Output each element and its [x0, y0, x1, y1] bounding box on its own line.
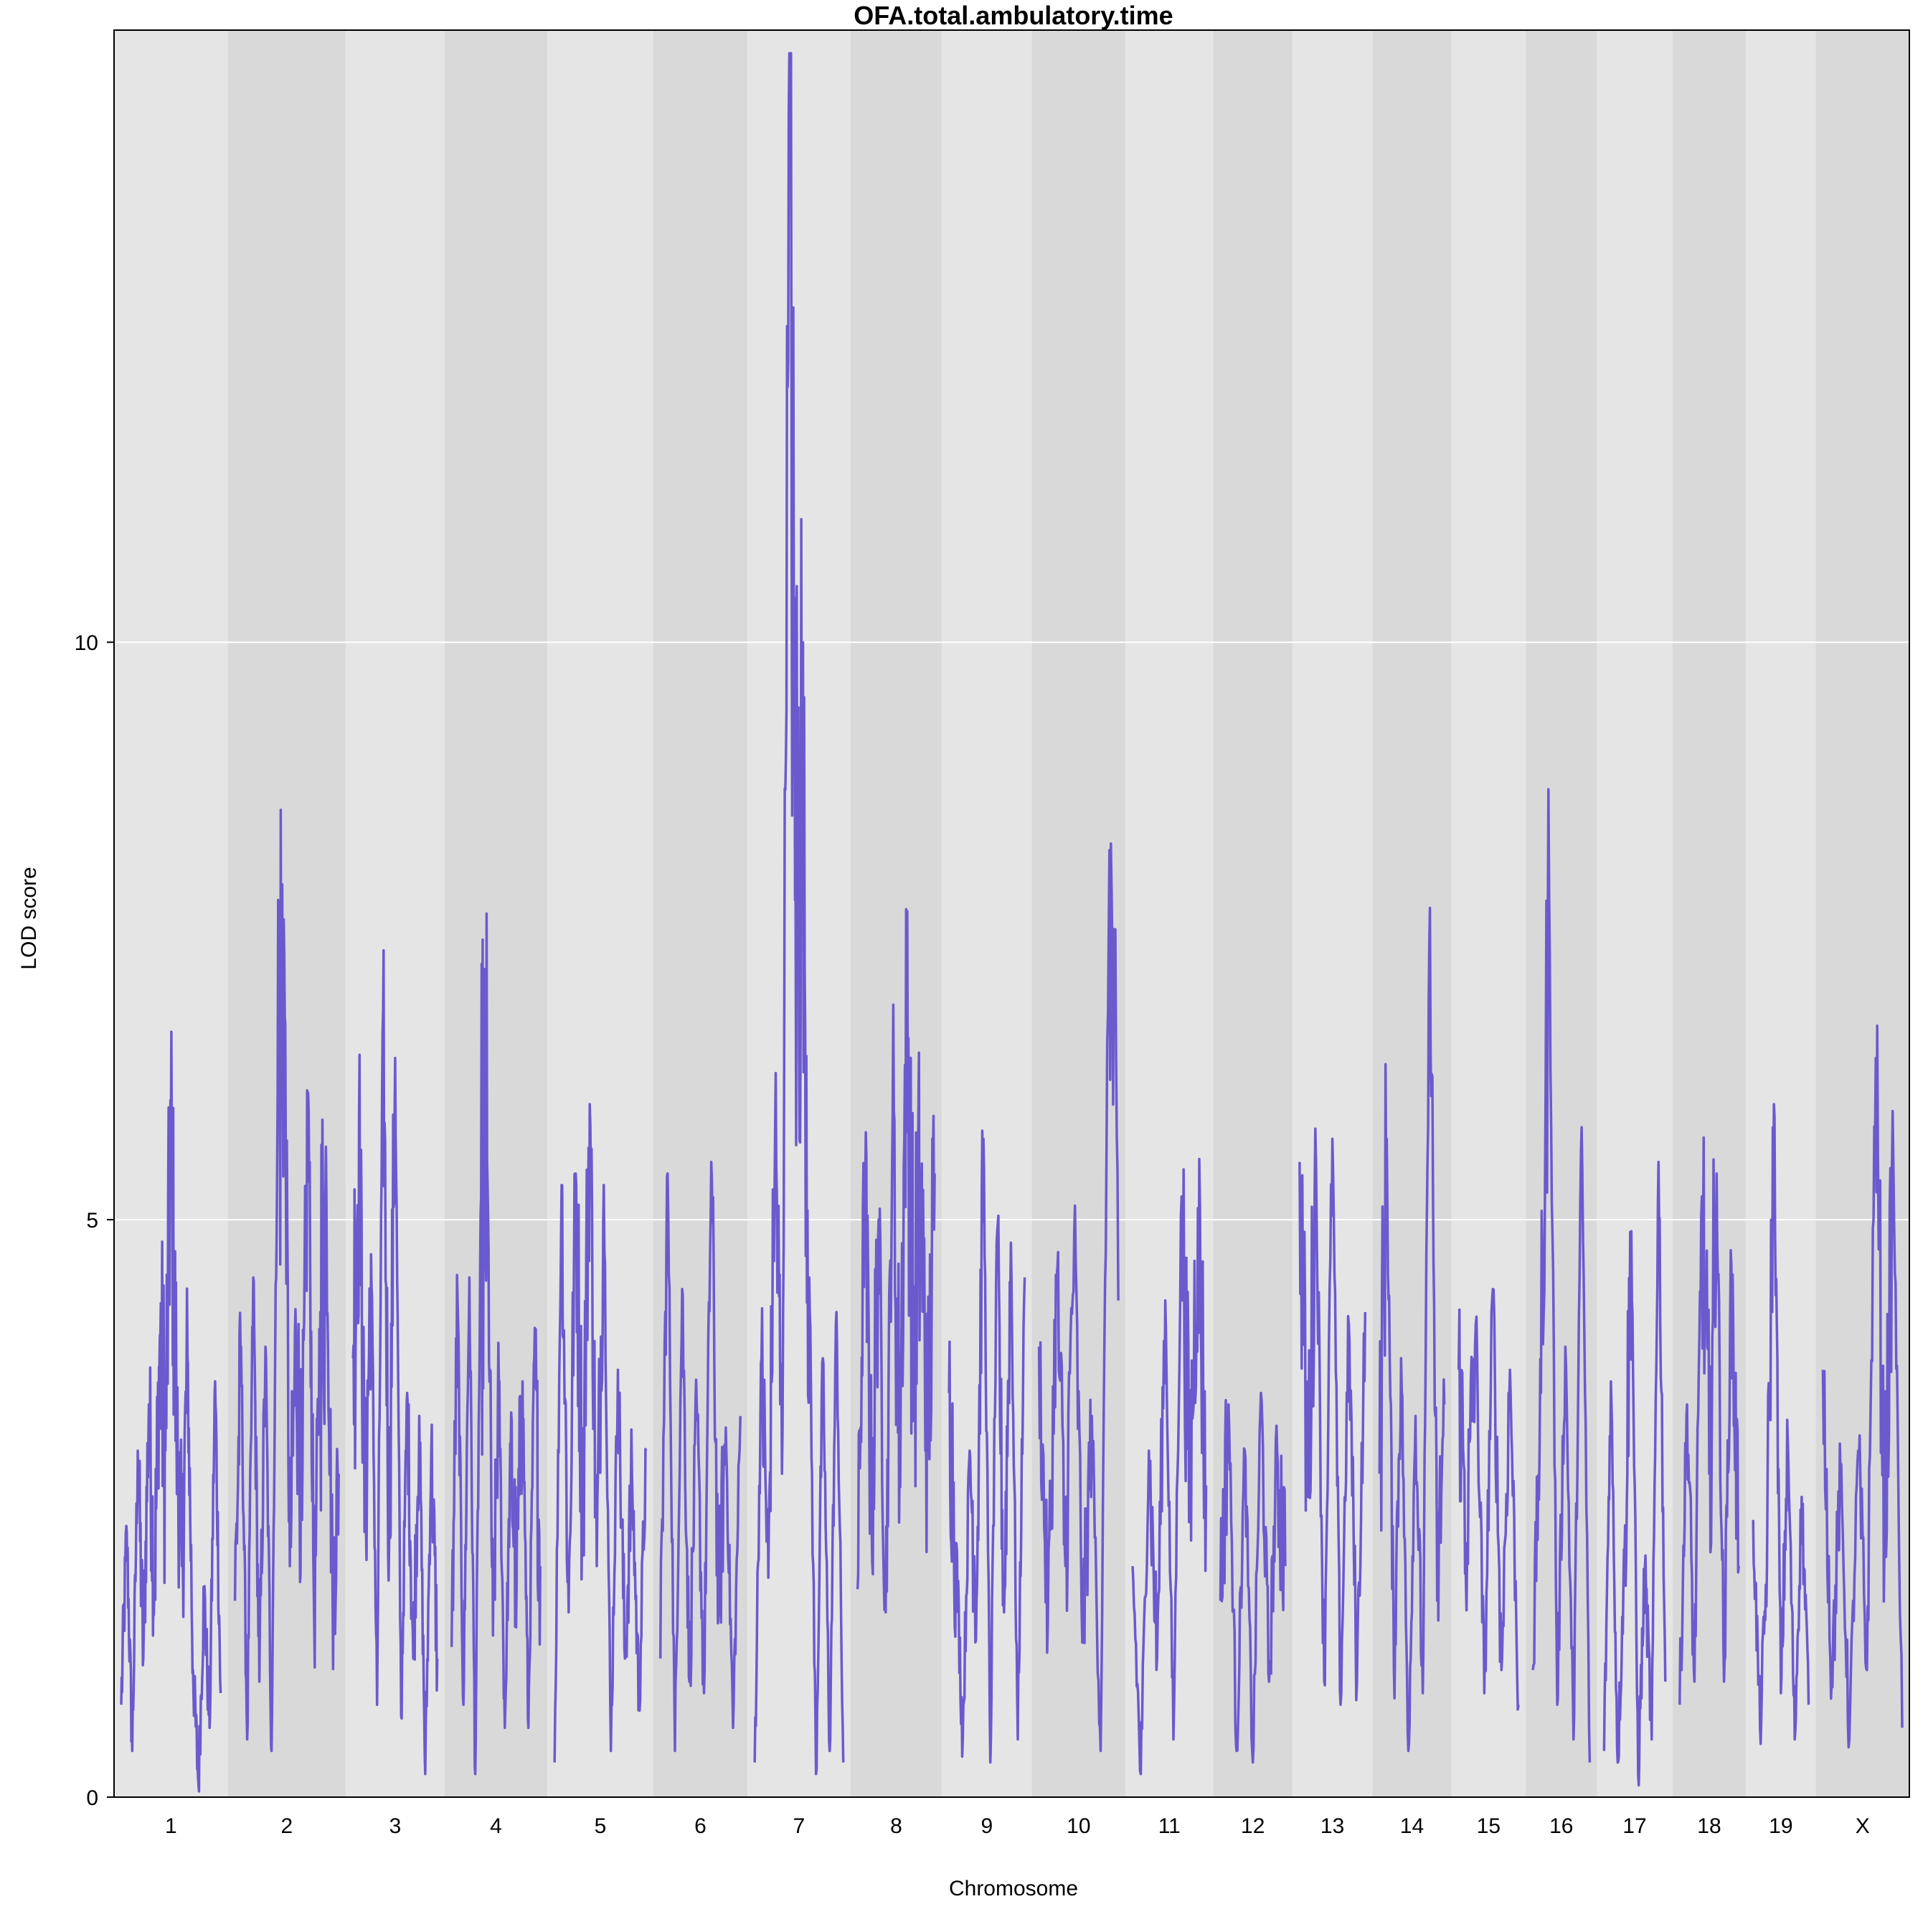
x-tick-label-13: 13 — [1320, 1814, 1344, 1838]
lod-curve-chr-10 — [1037, 842, 1120, 1753]
chromosome-band-2 — [227, 30, 346, 1797]
lod-series — [120, 52, 1904, 1793]
x-tick-label-17: 17 — [1622, 1814, 1646, 1838]
lod-curve-chr-1 — [120, 1030, 222, 1793]
lod-curve-chr-19 — [1752, 1103, 1810, 1745]
x-tick-label-6: 6 — [694, 1814, 707, 1838]
x-tick-label-4: 4 — [490, 1814, 502, 1838]
x-tick-label-1: 1 — [165, 1814, 177, 1838]
y-tick-label-5: 5 — [86, 1209, 98, 1233]
x-tick-label-3: 3 — [389, 1814, 402, 1838]
lod-curve-chr-17 — [1602, 1160, 1667, 1787]
x-tick-label-2: 2 — [281, 1814, 293, 1838]
lod-curve-chr-12 — [1219, 1391, 1287, 1764]
x-tick-label-16: 16 — [1549, 1814, 1573, 1838]
lod-curve-chr-3 — [351, 948, 439, 1776]
lod-curve-chr-18 — [1678, 1136, 1740, 1705]
lod-curve-chr-16 — [1531, 788, 1592, 1763]
x-axis-ticks: 1 2 3 4 5 6 7 8 9 10 11 12 13 14 15 16 17 18 19 X — [165, 1814, 1870, 1838]
x-tick-label-10: 10 — [1067, 1814, 1090, 1838]
x-tick-label-15: 15 — [1477, 1814, 1501, 1838]
x-tick-label-14: 14 — [1400, 1814, 1424, 1838]
x-tick-label-11: 11 — [1158, 1814, 1181, 1838]
lod-curve-chr-14 — [1378, 906, 1446, 1753]
chart-title: OFA.total.ambulatory.time — [854, 1, 1173, 30]
x-tick-label-8: 8 — [890, 1814, 902, 1838]
lod-curve-chr-15 — [1457, 1287, 1520, 1711]
x-axis-label: Chromosome — [949, 1877, 1078, 1900]
lod-curve-chr-5 — [553, 1103, 648, 1763]
y-axis-ticks: 0 5 10 — [75, 631, 114, 1810]
lod-curve-chr-6 — [658, 1160, 742, 1753]
y-tick-label-10: 10 — [75, 631, 98, 655]
chromosome-bands — [114, 30, 1909, 1797]
x-tick-label-12: 12 — [1241, 1814, 1265, 1838]
chromosome-band-1 — [114, 30, 228, 1797]
lod-curve-chr-7 — [753, 52, 845, 1776]
lod-curve-chr-11 — [1131, 1157, 1208, 1776]
chromosome-band-14 — [1372, 30, 1452, 1797]
x-tick-label-5: 5 — [595, 1814, 607, 1838]
x-tick-label-9: 9 — [981, 1814, 993, 1838]
chromosome-band-3 — [346, 30, 445, 1797]
y-axis-label: LOD score — [17, 867, 41, 969]
chromosome-band-5 — [547, 30, 653, 1797]
x-tick-label-X: X — [1856, 1814, 1870, 1838]
chromosome-band-8 — [850, 30, 942, 1797]
x-tick-label-18: 18 — [1697, 1814, 1721, 1838]
lod-curve-chr-4 — [450, 912, 542, 1776]
lod-curve-chr-13 — [1298, 1127, 1367, 1706]
chromosome-band-19 — [1746, 30, 1816, 1797]
grid-lines — [114, 641, 1909, 1221]
lod-curve-chr-9 — [948, 1129, 1026, 1764]
plot-frame — [113, 29, 1910, 1798]
x-tick-label-7: 7 — [793, 1814, 805, 1838]
y-tick-label-0: 0 — [86, 1786, 98, 1810]
x-tick-label-19: 19 — [1769, 1814, 1792, 1838]
lod-curve-chr-2 — [233, 809, 340, 1753]
lod-curve-chr-8 — [856, 908, 936, 1614]
lod-curve-chr-X — [1821, 1024, 1904, 1749]
